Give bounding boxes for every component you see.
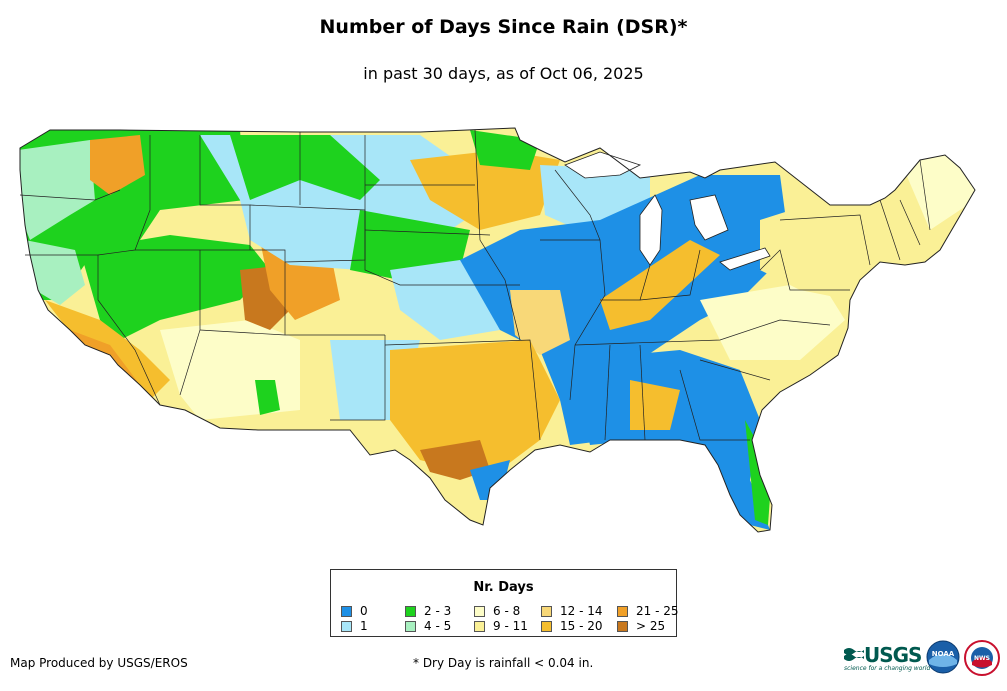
- legend-item: 15 - 20: [541, 620, 603, 634]
- zone-green-mt: [230, 135, 380, 200]
- zone-lightblue-ks: [390, 260, 500, 340]
- zone-green-basin: [80, 235, 270, 340]
- legend-label: 6 - 8: [493, 604, 521, 618]
- zone-orange-tx: [390, 340, 560, 470]
- lake-huron: [689, 194, 729, 241]
- zone-orange-midwest-stripe: [600, 240, 720, 330]
- usgs-wave-icon: [844, 648, 864, 661]
- legend-swatch: [474, 606, 485, 617]
- legend-item: 21 - 25: [617, 605, 679, 619]
- legend-swatch: [341, 621, 352, 632]
- nws-logo: NWS: [964, 640, 1000, 676]
- legend-label: > 25: [636, 619, 666, 633]
- agency-logos: USGS science for a changing world NOAA N…: [844, 640, 1004, 678]
- legend-item: > 25: [617, 620, 665, 634]
- zone-green-az-patch: [255, 380, 280, 415]
- legend-swatch: [341, 606, 352, 617]
- legend-label: 1: [360, 619, 368, 633]
- noaa-logo-text: NOAA: [932, 650, 955, 658]
- zone-orange-oregon: [90, 135, 145, 195]
- zone-green-mn: [470, 130, 540, 170]
- footnote-text: * Dry Day is rainfall < 0.04 in.: [413, 656, 594, 670]
- us-land-coverage: [20, 128, 975, 532]
- zone-lightyellow-maine: [900, 150, 975, 230]
- legend-label: 4 - 5: [424, 619, 452, 633]
- credit-text: Map Produced by USGS/EROS: [10, 656, 188, 670]
- legend-label: 9 - 11: [493, 619, 528, 633]
- zone-lightyellow-va: [700, 280, 845, 360]
- lake-michigan: [639, 194, 663, 266]
- legend-swatch: [474, 621, 485, 632]
- legend-label: 0: [360, 604, 368, 618]
- dsr-map: [19, 127, 976, 533]
- zone-orange-dakota: [410, 150, 560, 230]
- legend-item: 9 - 11: [474, 620, 528, 634]
- legend-item: 0: [341, 605, 368, 619]
- legend-item: 12 - 14: [541, 605, 603, 619]
- legend-swatch: [541, 621, 552, 632]
- legend-item: 2 - 3: [405, 605, 451, 619]
- legend-title: Nr. Days: [473, 580, 534, 595]
- zone-green-sc: [745, 420, 772, 525]
- map-title: Number of Days Since Rain (DSR)*: [319, 16, 688, 38]
- legend-item: 1: [341, 620, 368, 634]
- zone-orange-ia: [510, 290, 570, 355]
- legend-swatch: [405, 606, 416, 617]
- legend-label: 12 - 14: [560, 604, 603, 618]
- legend-swatch: [541, 606, 552, 617]
- zone-green-ne: [350, 210, 470, 280]
- usgs-tagline: science for a changing world: [844, 665, 931, 672]
- lake-erie: [719, 247, 771, 271]
- nws-logo-text: NWS: [974, 655, 990, 662]
- zone-mint-ca: [25, 240, 85, 305]
- zone-mint-nw: [20, 140, 95, 240]
- state-boundaries: [19, 129, 931, 441]
- us-outline: [19, 127, 976, 533]
- map-subtitle: in past 30 days, as of Oct 06, 2025: [363, 64, 644, 83]
- legend-item: 4 - 5: [405, 620, 451, 634]
- legend-item: 6 - 8: [474, 605, 520, 619]
- legend-swatch: [617, 621, 628, 632]
- usgs-logo: USGS: [864, 643, 922, 667]
- legend-label: 21 - 25: [636, 604, 679, 618]
- legend-label: 15 - 20: [560, 619, 603, 633]
- legend-label: 2 - 3: [424, 604, 452, 618]
- legend-swatch: [405, 621, 416, 632]
- noaa-logo: NOAA: [926, 640, 960, 674]
- legend-swatch: [617, 606, 628, 617]
